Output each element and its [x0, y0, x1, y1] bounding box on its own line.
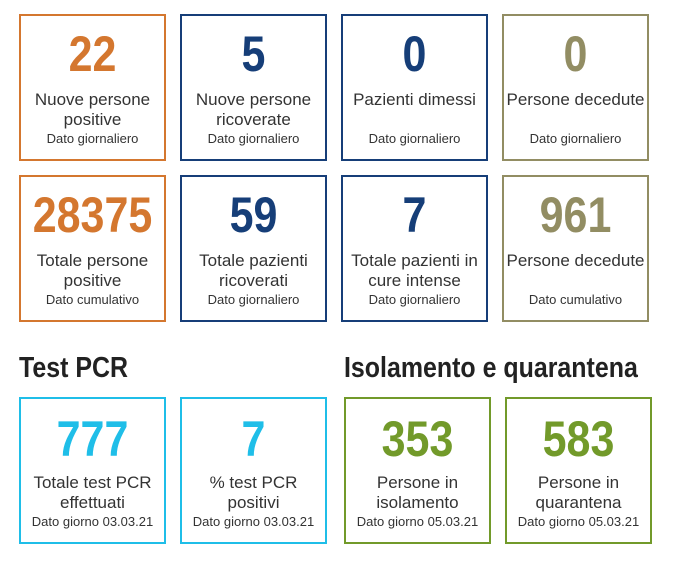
new-hospitalized-sub: Dato giornaliero [207, 131, 300, 146]
isolation-label: Persone in isolamento [376, 473, 459, 512]
total-hospitalized-sub: Dato giornaliero [207, 292, 300, 307]
discharged-value: 0 [402, 26, 427, 82]
discharged-label: Pazienti dimessi [353, 90, 476, 109]
total-positives-value: 28375 [32, 187, 153, 243]
card-pcr-positive-rate: 7 % test PCR positivi Dato giorno 03.03.… [180, 397, 327, 544]
card-quarantine: 583 Persone in quarantena Dato giorno 05… [505, 397, 652, 544]
total-pcr-tests-value: 777 [56, 411, 129, 467]
card-discharged: 0 Pazienti dimessi Dato giornaliero [341, 14, 488, 161]
card-intensive-care: 7 Totale pazienti in cure intense Dato g… [341, 175, 488, 322]
discharged-sub: Dato giornaliero [368, 131, 461, 146]
card-new-hospitalized: 5 Nuove persone ricoverate Dato giornali… [180, 14, 327, 161]
intensive-care-sub: Dato giornaliero [368, 292, 461, 307]
total-pcr-tests-label: Totale test PCR effettuati [33, 473, 152, 512]
quarantine-label: Persone in quarantena [535, 473, 622, 512]
pcr-positive-rate-sub: Dato giorno 03.03.21 [192, 514, 315, 529]
new-hospitalized-label: Nuove persone ricoverate [195, 90, 312, 129]
card-new-positives: 22 Nuove persone positive Dato giornalie… [19, 14, 166, 161]
isolation-sub: Dato giorno 05.03.21 [356, 514, 479, 529]
isolation-heading: Isolamento e quarantena [344, 352, 638, 384]
deceased-total-value: 961 [539, 187, 612, 243]
new-hospitalized-value: 5 [241, 26, 266, 82]
pcr-positive-rate-label: % test PCR positivi [209, 473, 298, 512]
total-hospitalized-value: 59 [229, 187, 278, 243]
card-deceased-total: 961 Persone decedute Dato cumulativo [502, 175, 649, 322]
card-deceased-daily: 0 Persone decedute Dato giornaliero [502, 14, 649, 161]
deceased-daily-value: 0 [563, 26, 588, 82]
deceased-daily-sub: Dato giornaliero [529, 131, 622, 146]
deceased-daily-label: Persone decedute [506, 90, 645, 109]
deceased-total-sub: Dato cumulativo [528, 292, 623, 307]
total-hospitalized-label: Totale pazienti ricoverati [199, 251, 308, 290]
new-positives-label: Nuove persone positive [34, 90, 151, 129]
new-positives-value: 22 [68, 26, 117, 82]
deceased-total-label: Persone decedute [506, 251, 645, 270]
quarantine-value: 583 [542, 411, 615, 467]
card-total-hospitalized: 59 Totale pazienti ricoverati Dato giorn… [180, 175, 327, 322]
pcr-positive-rate-value: 7 [241, 411, 266, 467]
intensive-care-label: Totale pazienti in cure intense [351, 251, 478, 290]
quarantine-sub: Dato giorno 05.03.21 [517, 514, 640, 529]
intensive-care-value: 7 [402, 187, 427, 243]
new-positives-sub: Dato giornaliero [46, 131, 139, 146]
card-total-pcr-tests: 777 Totale test PCR effettuati Dato gior… [19, 397, 166, 544]
test-pcr-heading: Test PCR [19, 352, 129, 384]
total-positives-sub: Dato cumulativo [45, 292, 140, 307]
isolation-value: 353 [381, 411, 454, 467]
total-pcr-tests-sub: Dato giorno 03.03.21 [31, 514, 154, 529]
card-total-positives: 28375 Totale persone positive Dato cumul… [19, 175, 166, 322]
total-positives-label: Totale persone positive [36, 251, 149, 290]
card-isolation: 353 Persone in isolamento Dato giorno 05… [344, 397, 491, 544]
